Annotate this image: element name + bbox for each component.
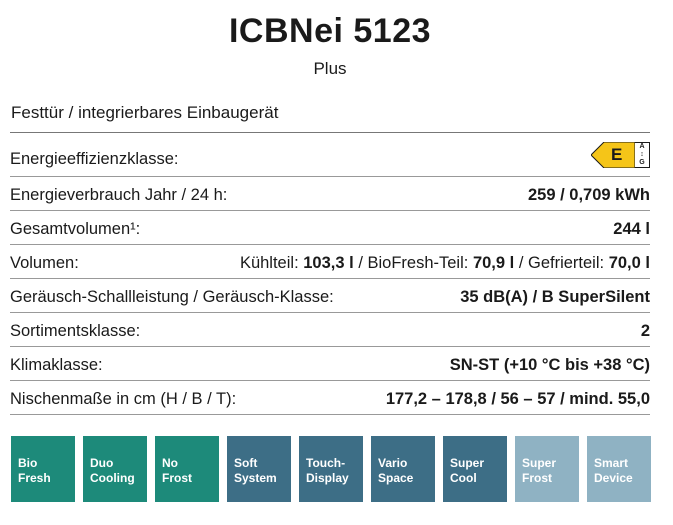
spec-value: 2	[640, 322, 650, 340]
feature-tile-biofresh: Bio Fresh	[11, 436, 75, 502]
spec-label: Energieeffizienzklasse:	[10, 149, 179, 168]
scale-bottom: G	[639, 159, 645, 166]
spec-row-total-volume: Gesamtvolumen¹: 244 l	[10, 211, 650, 245]
spec-row-niche: Nischenmaße in cm (H / B / T): 177,2 – 1…	[10, 381, 650, 415]
feature-tile-duocooling: Duo Cooling	[83, 436, 147, 502]
spec-label: Geräusch-Schallleistung / Geräusch-Klass…	[10, 288, 334, 306]
feature-tile-softsystem: Soft System	[227, 436, 291, 502]
freezer-value: 70,0 l	[608, 254, 650, 272]
fridge-label: Kühlteil:	[239, 254, 299, 272]
scale-top: A	[639, 143, 645, 150]
fridge-value: 103,3 l	[303, 254, 354, 272]
biofresh-label: / BioFresh-Teil:	[358, 254, 469, 272]
spec-row-climate: Klimaklasse: SN-ST (+10 °C bis +38 °C)	[10, 347, 650, 381]
product-subtitle: Plus	[313, 59, 347, 78]
product-title: ICBNei 5123	[228, 12, 432, 50]
spec-label: Energieverbrauch Jahr / 24 h:	[10, 186, 228, 204]
spec-label: Sortimentsklasse:	[10, 322, 141, 340]
feature-tiles: Bio Fresh Duo Cooling No Frost Soft System T…	[11, 436, 651, 502]
spec-row-noise: Geräusch-Schallleistung / Geräusch-Klass…	[10, 279, 650, 313]
spec-value: 259 / 0,709 kWh	[528, 186, 650, 204]
energy-arrow-icon: E	[591, 142, 635, 168]
biofresh-value: 70,9 l	[472, 254, 515, 272]
spec-label: Gesamtvolumen¹:	[10, 220, 141, 238]
divider	[10, 132, 650, 133]
energy-label-badge: E A ↕ G	[591, 142, 650, 168]
feature-tile-variospace: Vario Space	[371, 436, 435, 502]
energy-scale: A ↕ G	[635, 142, 650, 168]
scale-arrow: ↕	[640, 151, 644, 158]
spec-label: Klimaklasse:	[10, 356, 103, 374]
spec-label: Nischenmaße in cm (H / B / T):	[10, 390, 237, 408]
spec-row-volume: Volumen: Kühlteil: 103,3 l / BioFresh-Te…	[10, 245, 650, 279]
spec-row-consumption: Energieverbrauch Jahr / 24 h: 259 / 0,70…	[10, 177, 650, 211]
feature-tile-nofrost: No Frost	[155, 436, 219, 502]
spec-label: Volumen:	[10, 254, 79, 272]
energy-class-letter: E	[611, 145, 623, 164]
freezer-label: / Gefrierteil:	[518, 254, 605, 272]
spec-value: 244 l	[613, 220, 650, 238]
spec-row-energy-class: Energieeffizienzklasse: E A ↕ G	[10, 138, 650, 177]
feature-tile-superfrost: Super Frost	[515, 436, 579, 502]
spec-row-assortment: Sortimentsklasse: 2	[10, 313, 650, 347]
feature-tile-supercool: Super Cool	[443, 436, 507, 502]
feature-tile-smartdevice: Smart Device	[587, 436, 651, 502]
feature-tile-touchdisplay: Touch- Display	[299, 436, 363, 502]
spec-value: 35 dB(A) / B SuperSilent	[460, 288, 650, 306]
spec-value: 177,2 – 178,8 / 56 – 57 / mind. 55,0	[385, 390, 650, 408]
product-description: Festtür / integrierbares Einbaugerät	[11, 103, 279, 122]
spec-table: Energieeffizienzklasse: E A ↕ G Energiev…	[10, 138, 650, 415]
spec-value: SN-ST (+10 °C bis +38 °C)	[449, 356, 650, 374]
spec-value: Kühlteil: 103,3 l / BioFresh-Teil: 70,9 …	[240, 254, 650, 273]
